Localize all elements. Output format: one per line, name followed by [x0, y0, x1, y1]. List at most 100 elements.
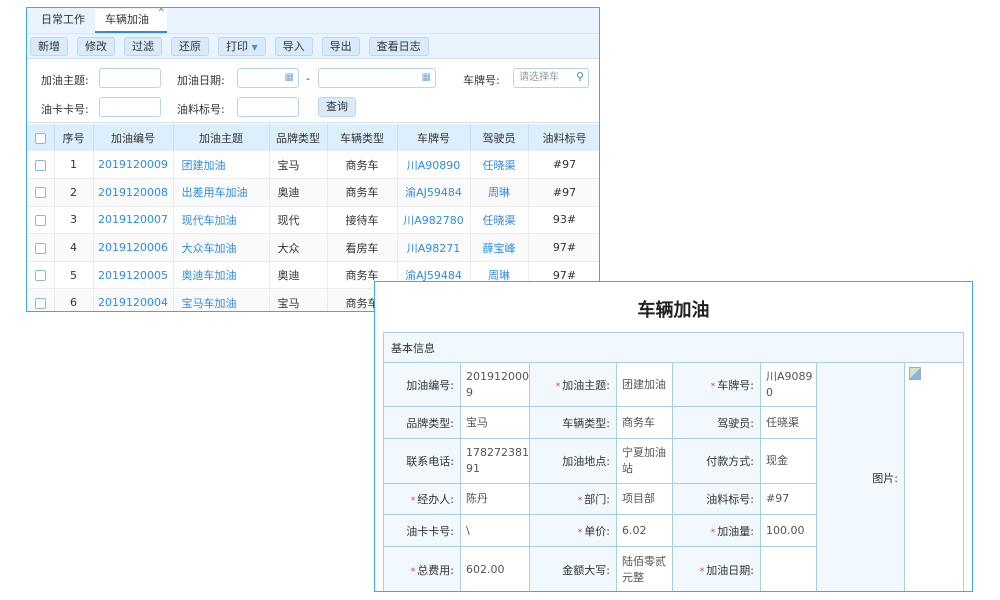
field-label-text: 经办人:	[417, 493, 454, 506]
fuel-id-cell[interactable]: 2019120009	[93, 151, 174, 180]
fuel-input[interactable]	[237, 97, 299, 117]
field-label-text: 车牌号:	[717, 378, 754, 392]
tab-label: 车辆加油	[105, 13, 149, 26]
table-row[interactable]: 4 2019120006 大众车加油 大众 看房车 川A98271 薛宝峰 97#	[27, 233, 599, 262]
column-header[interactable]: 序号	[54, 124, 94, 151]
field-label: 金额大写:	[529, 546, 617, 591]
field-value: 602.00	[460, 546, 530, 591]
search-icon[interactable]: ⚲	[575, 70, 584, 83]
brand-cell: 宝马	[269, 288, 328, 311]
fuel-id-cell[interactable]: 2019120004	[93, 288, 174, 311]
fuel-id-cell[interactable]: 2019120008	[93, 178, 174, 207]
row-checkbox[interactable]	[34, 187, 46, 199]
restore-button[interactable]: 还原	[171, 36, 209, 56]
field-value	[760, 546, 817, 591]
plate-cell[interactable]: 川A90890	[397, 151, 471, 180]
field-label-text: 金额大写:	[562, 563, 610, 577]
fuel-topic-cell[interactable]: 宝马车加油	[173, 288, 270, 311]
column-header[interactable]: 驾驶员	[470, 124, 529, 151]
field-label-text: 车辆类型:	[562, 416, 610, 430]
card-input[interactable]	[99, 97, 161, 117]
row-checkbox[interactable]	[34, 297, 46, 309]
broken-image-icon	[909, 367, 921, 380]
column-header[interactable]: 车牌号	[397, 124, 471, 151]
fuel-topic-cell[interactable]: 团建加油	[173, 151, 270, 180]
calendar-icon[interactable]: ▦	[421, 72, 431, 83]
field-value: 项目部	[616, 483, 673, 515]
plate-cell[interactable]: 渝AJ59484	[397, 178, 471, 207]
field-label-text: 加油日期:	[706, 563, 754, 577]
fuel-topic-cell[interactable]: 出差用车加油	[173, 178, 270, 207]
section-basic-info: 基本信息	[383, 332, 964, 363]
column-header[interactable]: 品牌类型	[269, 124, 328, 151]
field-label-text: 加油量:	[717, 524, 754, 538]
field-value: 2019120009	[460, 362, 530, 407]
column-header[interactable]: 油料标号	[528, 124, 599, 151]
column-header[interactable]: 加油主题	[173, 124, 270, 151]
fuel-topic-cell[interactable]: 现代车加油	[173, 206, 270, 235]
add-button[interactable]: 新增	[30, 36, 68, 56]
row-select-cell	[27, 206, 55, 235]
driver-cell[interactable]: 任晓渠	[470, 151, 529, 180]
plate-cell[interactable]: 川A982780	[397, 206, 471, 235]
tab-vehicle-fuel[interactable]: 车辆加油 ✕	[95, 7, 167, 33]
field-label: 加油编号:	[383, 362, 461, 407]
field-label: * 单价:	[529, 514, 617, 547]
row-number-cell: 2	[54, 178, 94, 207]
fuel-topic-cell[interactable]: 奥迪车加油	[173, 261, 270, 290]
required-mark: *	[577, 496, 583, 506]
row-select-cell	[27, 261, 55, 290]
date-end-input[interactable]: ▦	[318, 68, 436, 88]
column-header[interactable]: 车辆类型	[327, 124, 398, 151]
row-checkbox[interactable]	[34, 270, 46, 282]
fuel-detail-window: 车辆加油 基本信息 加油编号: 2019120009 * 加油主题: 团建加油 * 车牌号: 川…	[374, 281, 973, 592]
driver-cell[interactable]: 任晓渠	[470, 206, 529, 235]
field-value: 6.02	[616, 514, 673, 547]
field-label: 油卡卡号:	[383, 514, 461, 547]
field-label: * 部门:	[529, 483, 617, 515]
fuel-id-cell[interactable]: 2019120005	[93, 261, 174, 290]
calendar-icon[interactable]: ▦	[284, 72, 294, 83]
row-checkbox[interactable]	[34, 242, 46, 254]
field-label: * 车牌号:	[672, 362, 761, 407]
print-button[interactable]: 打印 ▼	[218, 36, 266, 56]
required-mark: *	[410, 496, 416, 506]
column-header[interactable]: 加油编号	[93, 124, 174, 151]
import-button[interactable]: 导入	[274, 36, 313, 56]
field-label: * 加油主题:	[529, 362, 617, 407]
date-start-input[interactable]: ▦	[237, 68, 299, 88]
topic-input[interactable]	[99, 68, 161, 88]
brand-cell: 奥迪	[269, 178, 328, 207]
close-icon[interactable]: ✕	[157, 7, 165, 15]
export-button[interactable]: 导出	[321, 36, 360, 56]
field-value: #97	[760, 483, 817, 515]
row-checkbox[interactable]	[34, 214, 46, 226]
field-value: 任晓渠	[760, 406, 817, 439]
filter-button[interactable]: 过滤	[124, 36, 162, 56]
plate-input[interactable]: 请选择车 ⚲	[513, 68, 589, 88]
select-all-checkbox[interactable]	[34, 132, 46, 144]
date-label: 加油日期:	[177, 74, 225, 87]
fuel-topic-cell[interactable]: 大众车加油	[173, 233, 270, 262]
field-label-text: 油卡卡号:	[406, 524, 454, 538]
table-row[interactable]: 2 2019120008 出差用车加油 奥迪 商务车 渝AJ59484 周琳 #97	[27, 178, 599, 207]
row-checkbox[interactable]	[34, 159, 46, 171]
driver-cell[interactable]: 薛宝峰	[470, 233, 529, 262]
fuel-id-cell[interactable]: 2019120007	[93, 206, 174, 235]
plate-placeholder: 请选择车	[519, 72, 559, 83]
fuel-table: 序号 加油编号 加油主题 品牌类型 车辆类型 车牌号 驾驶员 油料标号 1 2019120009…	[27, 124, 599, 311]
plate-cell[interactable]: 川A98271	[397, 233, 471, 262]
view-log-button[interactable]: 查看日志	[368, 36, 429, 56]
table-row[interactable]: 1 2019120009 团建加油 宝马 商务车 川A90890 任晓渠 #97	[27, 151, 599, 180]
tab-bar: 日常工作 车辆加油 ✕	[27, 8, 599, 34]
driver-cell[interactable]: 周琳	[470, 178, 529, 207]
field-label: 加油地点:	[529, 438, 617, 484]
fuel-id-cell[interactable]: 2019120006	[93, 233, 174, 262]
tab-daily-work[interactable]: 日常工作	[41, 13, 85, 26]
query-button[interactable]: 查询	[318, 97, 356, 117]
field-label-text: 品牌类型:	[406, 416, 454, 430]
edit-button[interactable]: 修改	[77, 36, 115, 56]
table-row[interactable]: 3 2019120007 现代车加油 现代 接待车 川A982780 任晓渠 93#	[27, 206, 599, 235]
field-value: 宁夏加油站	[616, 438, 673, 484]
vehicle-type-cell: 接待车	[327, 206, 398, 235]
